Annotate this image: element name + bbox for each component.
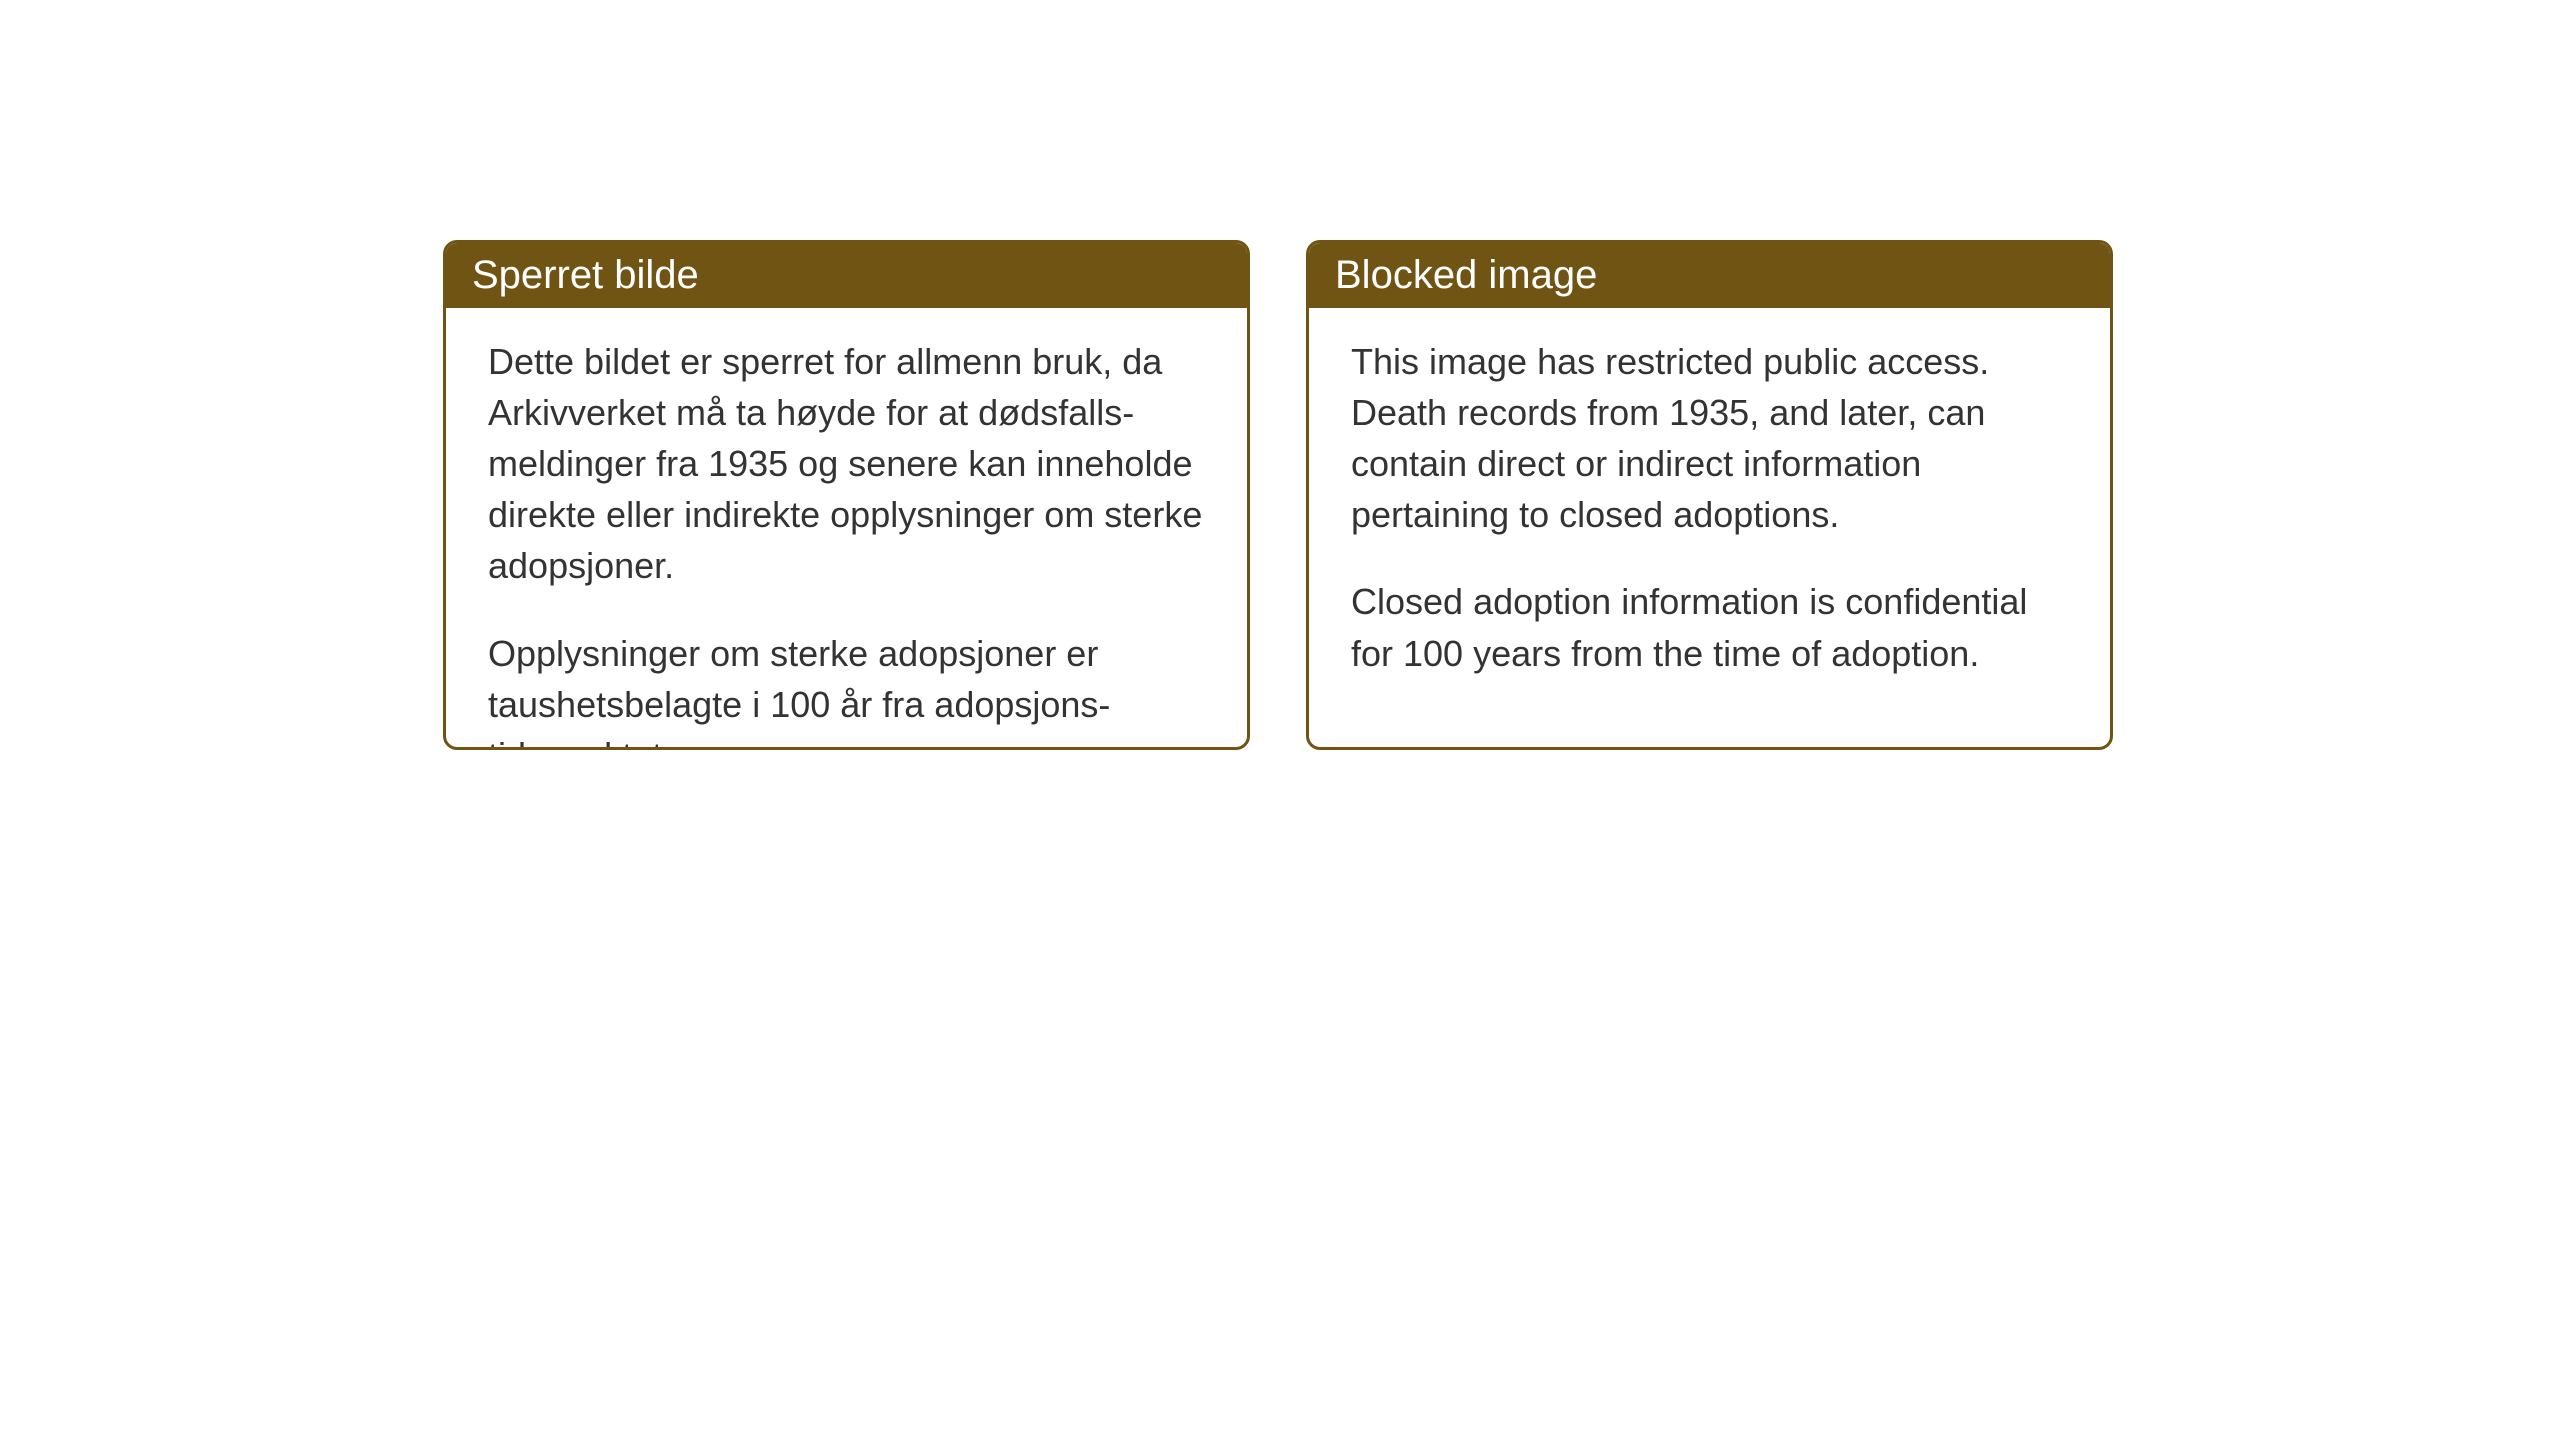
message-title: Sperret bilde xyxy=(472,253,699,297)
message-box-norwegian: Sperret bilde Dette bildet er sperret fo… xyxy=(443,240,1250,750)
message-body-english: This image has restricted public access.… xyxy=(1309,308,2110,707)
message-paragraph: This image has restricted public access.… xyxy=(1351,336,2068,540)
message-paragraph: Opplysninger om sterke adopsjoner er tau… xyxy=(488,628,1205,750)
message-body-norwegian: Dette bildet er sperret for allmenn bruk… xyxy=(446,308,1247,750)
message-header-norwegian: Sperret bilde xyxy=(446,243,1247,308)
message-paragraph: Dette bildet er sperret for allmenn bruk… xyxy=(488,336,1205,592)
message-paragraph: Closed adoption information is confident… xyxy=(1351,576,2068,678)
message-header-english: Blocked image xyxy=(1309,243,2110,308)
message-title: Blocked image xyxy=(1335,253,1597,297)
message-box-english: Blocked image This image has restricted … xyxy=(1306,240,2113,750)
message-boxes-container: Sperret bilde Dette bildet er sperret fo… xyxy=(443,240,2113,750)
